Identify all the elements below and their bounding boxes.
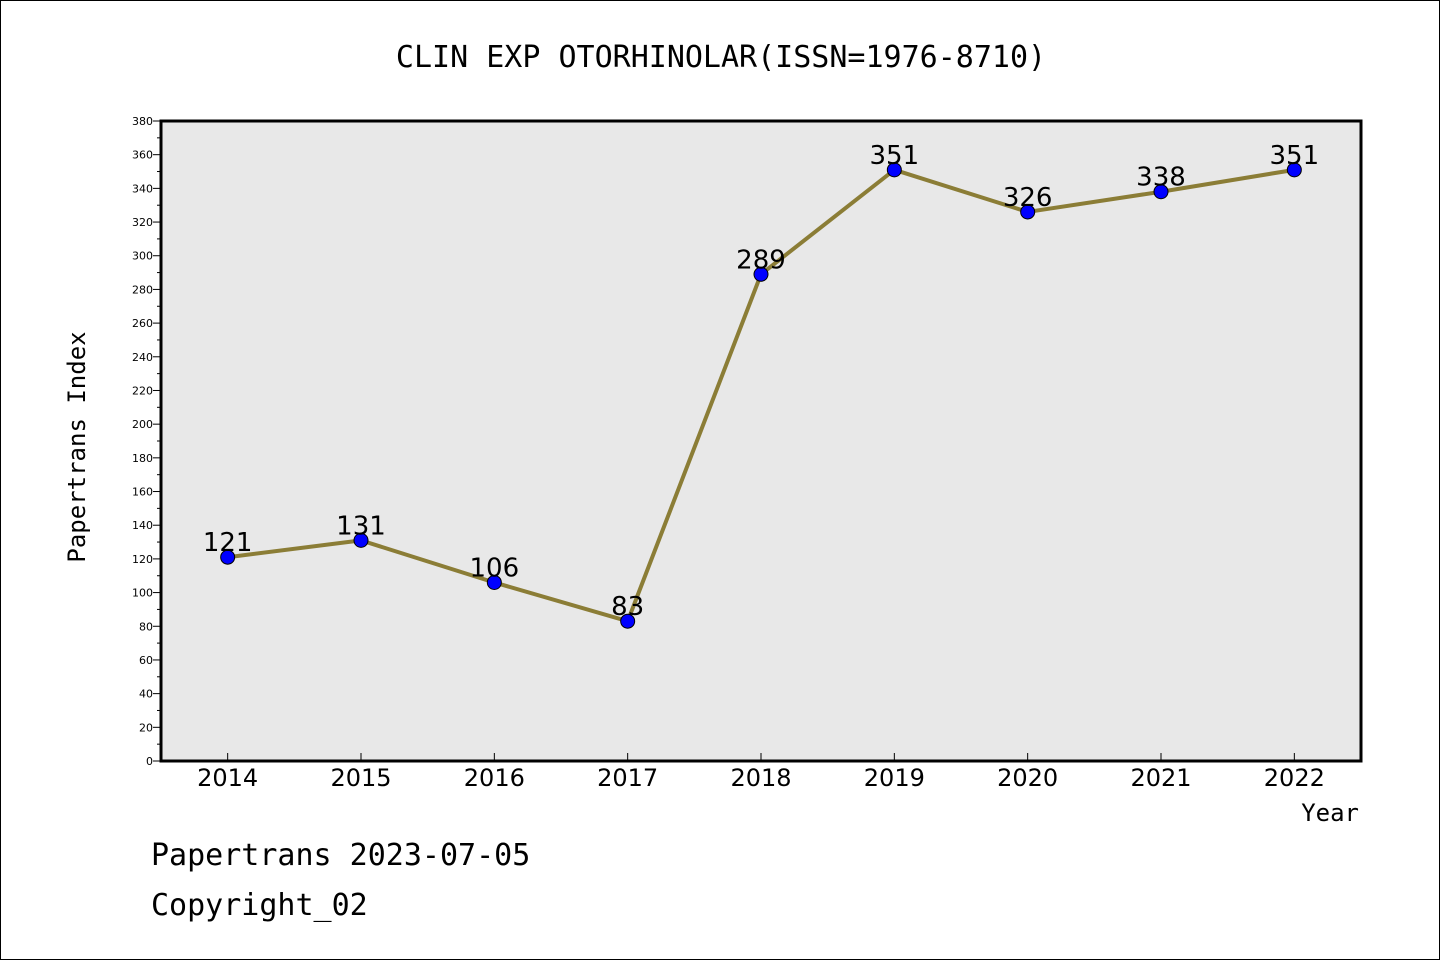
y-tick-label: 40 — [139, 688, 153, 701]
data-label: 83 — [611, 592, 644, 622]
data-label: 131 — [336, 511, 386, 541]
y-axis-label: Papertrans Index — [63, 331, 91, 562]
y-tick-label: 280 — [132, 283, 153, 296]
x-tick-label: 2016 — [464, 764, 525, 792]
y-tick-label: 60 — [139, 654, 153, 667]
series-group: 121 131 106 83 289 351 326 338 351 — [203, 141, 1320, 629]
y-tick-label: 360 — [132, 149, 153, 162]
data-point — [886, 162, 902, 178]
data-label: 338 — [1136, 163, 1186, 193]
y-tick-label: 80 — [139, 620, 153, 633]
x-tick-label: 2018 — [730, 764, 791, 792]
y-axis-ticks: 0 20 40 60 80 100 120 140 160 180 200 220 240 260 280 3… — [132, 115, 161, 768]
plot-area — [161, 121, 1361, 761]
y-tick-label: 320 — [132, 216, 153, 229]
x-axis-label: Year — [1301, 799, 1359, 827]
x-tick-label: 2015 — [330, 764, 391, 792]
data-point — [1286, 162, 1302, 178]
x-axis-ticks: 2014 2015 2016 2017 2018 2019 2020 2021 2022 — [197, 753, 1325, 792]
y-tick-label: 100 — [132, 587, 153, 600]
data-point — [1020, 204, 1036, 220]
y-tick-label: 240 — [132, 351, 153, 364]
data-label: 106 — [470, 553, 520, 583]
y-tick-label: 260 — [132, 317, 153, 330]
data-label: 351 — [870, 141, 920, 171]
y-tick-label: 0 — [146, 755, 153, 768]
data-point — [620, 613, 636, 629]
footer-copyright: Copyright_02 — [151, 888, 368, 923]
data-point — [486, 574, 502, 590]
data-label: 121 — [203, 528, 253, 558]
chart-title: CLIN EXP OTORHINOLAR(ISSN=1976-8710) — [396, 40, 1046, 75]
data-point — [220, 549, 236, 565]
data-label: 289 — [736, 245, 786, 275]
data-label: 351 — [1270, 141, 1320, 171]
y-tick-label: 140 — [132, 519, 153, 532]
y-tick-label: 120 — [132, 553, 153, 566]
x-tick-label: 2022 — [1264, 764, 1325, 792]
footer-date: Papertrans 2023-07-05 — [151, 838, 530, 873]
data-point — [1153, 184, 1169, 200]
y-tick-label: 200 — [132, 418, 153, 431]
data-point — [353, 532, 369, 548]
y-tick-label: 380 — [132, 115, 153, 128]
y-tick-label: 340 — [132, 182, 153, 195]
x-tick-label: 2017 — [597, 764, 658, 792]
plot-border — [159, 119, 1363, 763]
y-tick-label: 300 — [132, 250, 153, 263]
x-tick-label: 2019 — [864, 764, 925, 792]
data-point — [753, 266, 769, 282]
y-tick-label: 160 — [132, 486, 153, 499]
y-tick-label: 20 — [139, 721, 153, 734]
x-tick-label: 2020 — [997, 764, 1058, 792]
y-tick-label: 220 — [132, 384, 153, 397]
y-tick-label: 180 — [132, 452, 153, 465]
x-tick-label: 2021 — [1130, 764, 1191, 792]
x-tick-label: 2014 — [197, 764, 258, 792]
data-label: 326 — [1003, 183, 1053, 213]
